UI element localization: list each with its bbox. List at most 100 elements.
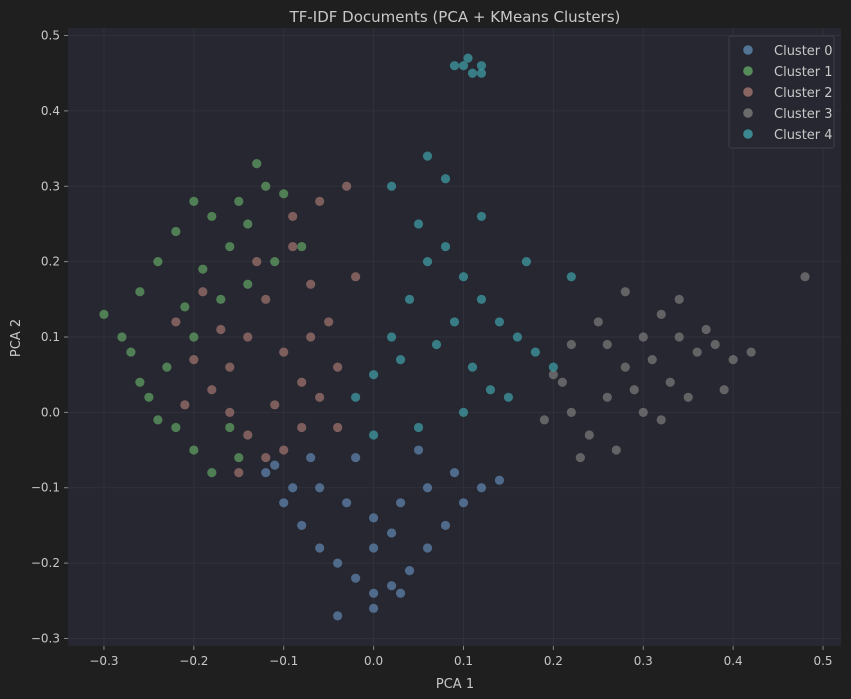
data-point [270, 400, 280, 410]
data-point [476, 61, 487, 71]
data-point [512, 332, 523, 342]
data-point [566, 272, 576, 282]
data-point [315, 543, 325, 553]
data-point [369, 430, 379, 440]
series-0 [261, 445, 505, 621]
data-point [306, 332, 316, 342]
data-point [440, 241, 451, 252]
x-tick-label: 0.4 [724, 654, 743, 668]
data-point [207, 211, 217, 222]
data-point [351, 272, 361, 282]
data-point [261, 468, 271, 478]
data-point [800, 272, 810, 282]
data-point [557, 377, 567, 387]
legend-box [728, 35, 835, 149]
data-point [252, 159, 262, 169]
data-point [252, 257, 262, 267]
y-tick-label: −0.2 [31, 556, 60, 570]
data-point [216, 324, 226, 335]
data-point [620, 362, 630, 372]
data-point [171, 422, 181, 433]
data-point [422, 543, 433, 553]
data-point [243, 219, 253, 229]
data-point [198, 264, 208, 274]
data-point [566, 339, 576, 350]
y-tick-label: 0.5 [41, 29, 60, 43]
x-axis-label: PCA 1 [436, 677, 474, 692]
data-point [683, 392, 693, 402]
data-point [180, 302, 190, 312]
y-tick-label: 0.1 [41, 330, 60, 344]
data-point [351, 573, 361, 583]
data-point [216, 294, 226, 304]
data-point [351, 392, 361, 402]
data-point [315, 392, 325, 402]
series-3 [539, 272, 810, 463]
data-point [342, 498, 352, 508]
legend: Cluster 0 Cluster 1 Cluster 2 Cluster 3 Clus… [728, 35, 835, 149]
data-point [674, 332, 684, 342]
data-point [369, 543, 379, 553]
data-point [333, 362, 343, 372]
data-point [297, 520, 307, 531]
data-point [656, 415, 666, 425]
data-point [180, 400, 190, 410]
data-point [521, 257, 532, 267]
data-point [440, 174, 451, 184]
data-point [593, 317, 603, 327]
data-point [431, 339, 442, 350]
y-tick-label: −0.3 [31, 631, 60, 645]
series-2 [171, 181, 361, 478]
data-point [584, 430, 594, 440]
legend-marker [743, 87, 753, 97]
data-point [189, 355, 199, 365]
data-point [306, 279, 316, 289]
data-point [297, 241, 307, 252]
data-point [494, 317, 505, 327]
series-1 [99, 159, 307, 478]
legend-marker [743, 108, 753, 118]
data-point [692, 347, 702, 357]
data-point [665, 377, 675, 387]
data-point [458, 498, 469, 508]
data-point [117, 332, 127, 342]
data-point [395, 355, 406, 365]
y-tick-label: 0.2 [41, 255, 60, 269]
data-point [99, 309, 109, 319]
y-tick-label: 0.4 [41, 104, 60, 118]
data-point [476, 68, 487, 78]
data-point [144, 392, 154, 402]
data-point [234, 196, 244, 206]
data-point [342, 181, 352, 191]
data-point [189, 332, 199, 342]
data-point [288, 211, 298, 222]
data-point [162, 362, 172, 372]
data-point [207, 385, 217, 395]
data-points [99, 53, 810, 621]
data-point [395, 588, 406, 598]
data-point [386, 332, 397, 342]
axes: −0.3 −0.2 −0.1 0.0 0.1 0.2 0.3 0.4 0.5 −0.3 −0.2 −0… [31, 29, 833, 668]
data-point [449, 317, 460, 327]
data-point [225, 407, 235, 417]
data-point [315, 196, 325, 206]
legend-label: Cluster 0 [774, 44, 833, 59]
x-tick-label: −0.1 [269, 654, 298, 668]
data-point [234, 452, 244, 463]
data-point [656, 309, 666, 319]
legend-label: Cluster 2 [774, 86, 833, 101]
data-point [153, 415, 163, 425]
data-point [351, 452, 361, 463]
x-tick-label: 0.3 [634, 654, 653, 668]
data-point [243, 279, 253, 289]
y-tick-label: 0.3 [41, 179, 60, 193]
x-tick-label: 0.0 [364, 654, 383, 668]
data-point [126, 347, 136, 357]
x-tick-label: 0.5 [813, 654, 832, 668]
data-point [575, 452, 585, 463]
data-point [638, 332, 648, 342]
data-point [369, 603, 379, 613]
data-point [270, 257, 280, 267]
legend-marker [743, 129, 753, 139]
data-point [467, 362, 478, 372]
